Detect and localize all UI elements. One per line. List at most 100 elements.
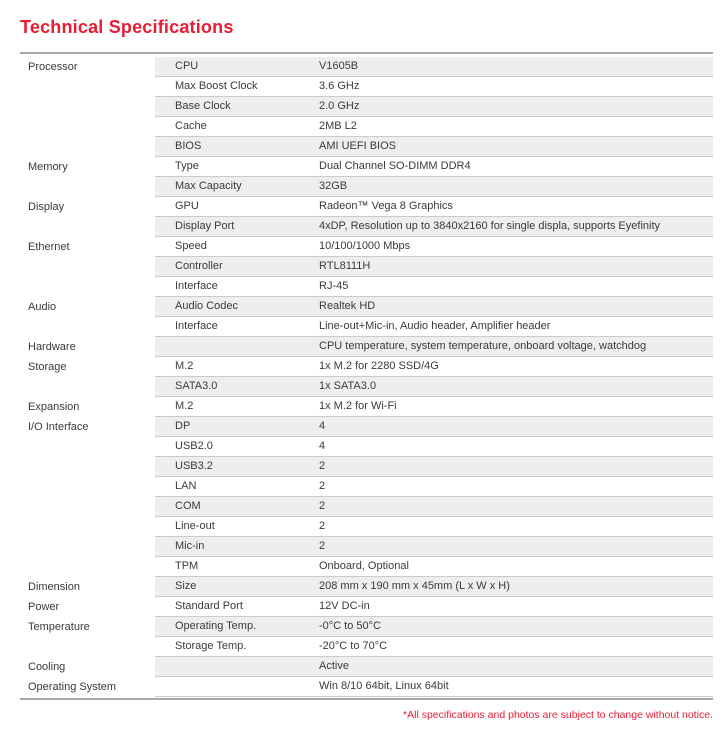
spec-cells: Max Boost Clock 3.6 GHz <box>155 77 713 97</box>
spec-item-value: 12V DC-in <box>319 600 370 612</box>
spec-category-label: Storage <box>28 361 67 373</box>
spec-item-value: 2 <box>319 500 326 512</box>
spec-row: Expansion M.2 1x M.2 for Wi-Fi <box>20 397 713 417</box>
spec-row: USB3.2 2 <box>20 457 713 477</box>
spec-item-label: Interface <box>175 320 218 332</box>
spec-category-label: Power <box>28 601 60 613</box>
spec-item-value: AMI UEFI BIOS <box>319 140 397 152</box>
spec-item-value: Active <box>319 660 349 672</box>
spec-item-value: 2 <box>319 480 326 492</box>
spec-cells: Line-out 2 <box>155 517 713 537</box>
spec-category-label: Audio <box>28 301 57 313</box>
spec-category-label <box>20 217 155 237</box>
spec-category-label <box>20 257 155 277</box>
spec-item-label: COM <box>175 500 201 512</box>
spec-category-label <box>20 277 155 297</box>
spec-item-label: Display Port <box>175 220 235 232</box>
spec-category-label: Operating System <box>28 681 117 693</box>
spec-item-value: 2.0 GHz <box>319 100 360 112</box>
spec-item-label: USB3.2 <box>175 460 213 472</box>
spec-cells: Controller RTL8111H <box>155 257 713 277</box>
spec-item-value: -20°C to 70°C <box>319 640 388 652</box>
spec-row: LAN 2 <box>20 477 713 497</box>
spec-item-label <box>155 657 319 676</box>
spec-row: Ethernet Speed 10/100/1000 Mbps <box>20 237 713 257</box>
spec-item-label: Base Clock <box>175 100 231 112</box>
spec-row: Storage M.2 1x M.2 for 2280 SSD/4G <box>20 357 713 377</box>
spec-category-label <box>20 437 155 457</box>
spec-row: Display Port 4xDP, Resolution up to 3840x… <box>20 217 713 237</box>
spec-category-label <box>20 457 155 477</box>
spec-item-value: 4xDP, Resolution up to 3840x2160 for sin… <box>319 220 661 232</box>
spec-item-label: TPM <box>175 560 199 572</box>
spec-item-label: DP <box>175 420 191 432</box>
spec-row: COM 2 <box>20 497 713 517</box>
spec-category-label <box>20 317 155 337</box>
page-title: Technical Specifications <box>20 17 234 37</box>
spec-row: Memory Type Dual Channel SO-DIMM DDR4 <box>20 157 713 177</box>
spec-item-value: -0°C to 50°C <box>319 620 381 632</box>
spec-category-label: Cooling <box>28 661 66 673</box>
spec-row: USB2.0 4 <box>20 437 713 457</box>
spec-item-value: 3.6 GHz <box>319 80 360 92</box>
spec-item-label <box>155 677 319 696</box>
spec-cells: M.2 1x M.2 for Wi-Fi <box>155 397 713 417</box>
spec-cells: M.2 1x M.2 for 2280 SSD/4G <box>155 357 713 377</box>
footnote: *All specifications and photos are subje… <box>403 709 713 721</box>
spec-row: Hardware CPU temperature, system temperat… <box>20 337 713 357</box>
spec-category-label: Processor <box>28 61 78 73</box>
spec-item-label: M.2 <box>175 360 194 372</box>
spec-cells: Display Port 4xDP, Resolution up to 3840x… <box>155 217 713 237</box>
spec-row: Base Clock 2.0 GHz <box>20 97 713 117</box>
spec-category-label <box>20 537 155 557</box>
spec-cells: Type Dual Channel SO-DIMM DDR4 <box>155 157 713 177</box>
spec-item-label: USB2.0 <box>175 440 213 452</box>
spec-cells: Cache 2MB L2 <box>155 117 713 137</box>
spec-item-value: 2 <box>319 460 326 472</box>
spec-category-label: Expansion <box>28 401 80 413</box>
spec-category-label <box>20 177 155 197</box>
spec-row: Dimension Size 208 mm x 190 mm x 45mm (L x… <box>20 577 713 597</box>
spec-item-label: Interface <box>175 280 218 292</box>
spec-item-label: Operating Temp. <box>175 620 257 632</box>
spec-category-label: I/O Interface <box>28 421 89 433</box>
spec-item-label: Audio Codec <box>175 300 238 312</box>
spec-item-label: Cache <box>175 120 207 132</box>
spec-cells: Speed 10/100/1000 Mbps <box>155 237 713 257</box>
spec-cells: CPU temperature, system temperature, onb… <box>155 337 713 357</box>
spec-item-label <box>155 337 319 356</box>
spec-cells: BIOS AMI UEFI BIOS <box>155 137 713 157</box>
spec-category-label <box>20 557 155 577</box>
spec-category-label: Memory <box>28 161 68 173</box>
spec-cells: Active <box>155 657 713 677</box>
spec-cells: Mic-in 2 <box>155 537 713 557</box>
spec-item-label: M.2 <box>175 400 194 412</box>
spec-item-value: 4 <box>319 440 326 452</box>
spec-cells: TPM Onboard, Optional <box>155 557 713 577</box>
spec-category-label <box>20 517 155 537</box>
spec-row: Max Capacity 32GB <box>20 177 713 197</box>
spec-item-value: 1x SATA3.0 <box>319 380 377 392</box>
spec-item-label: Controller <box>175 260 223 272</box>
spec-cells: Audio Codec Realtek HD <box>155 297 713 317</box>
spec-cells: DP 4 <box>155 417 713 437</box>
spec-item-value: 32GB <box>319 180 348 192</box>
spec-row: Cache 2MB L2 <box>20 117 713 137</box>
spec-item-value: RJ-45 <box>319 280 349 292</box>
spec-item-value: 10/100/1000 Mbps <box>319 240 411 252</box>
spec-cells: Size 208 mm x 190 mm x 45mm (L x W x H) <box>155 577 713 597</box>
spec-category-label <box>20 117 155 137</box>
spec-item-value: 4 <box>319 420 326 432</box>
spec-item-label: Standard Port <box>175 600 243 612</box>
spec-item-value: Onboard, Optional <box>319 560 409 572</box>
spec-row: TPM Onboard, Optional <box>20 557 713 577</box>
spec-cells: SATA3.0 1x SATA3.0 <box>155 377 713 397</box>
spec-row: Max Boost Clock 3.6 GHz <box>20 77 713 97</box>
spec-row: Operating System Win 8/10 64bit, Linux 64… <box>20 677 713 697</box>
spec-category-label <box>20 97 155 117</box>
spec-item-label: Max Capacity <box>175 180 242 192</box>
spec-item-value: CPU temperature, system temperature, onb… <box>319 340 647 352</box>
spec-row: Interface RJ-45 <box>20 277 713 297</box>
spec-table: Processor CPU V1605B Max Boost Clock 3.6 GHz… <box>20 52 713 700</box>
spec-category-label: Ethernet <box>28 241 70 253</box>
